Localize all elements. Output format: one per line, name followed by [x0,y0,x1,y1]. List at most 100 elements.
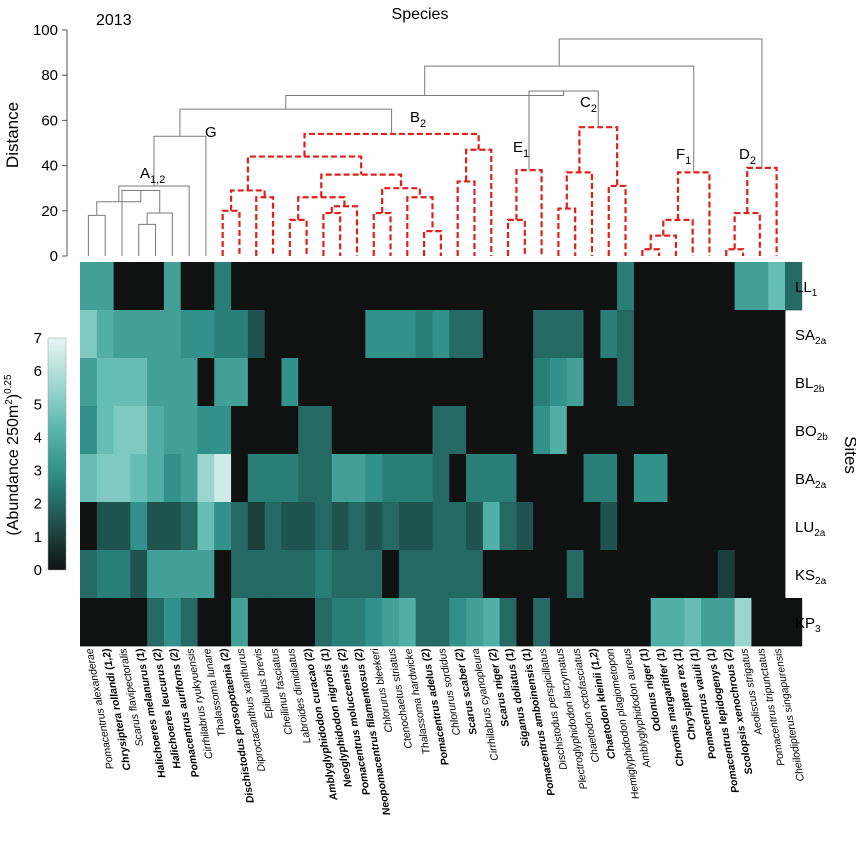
heat-cell [298,310,316,359]
heat-cell [600,310,618,359]
heat-cell [684,454,702,503]
dendrogram-branch [246,155,363,191]
dendrogram-branch [297,196,346,220]
heat-cell [298,358,316,407]
heat-cell [247,502,266,551]
heat-cell [331,454,349,503]
heat-cell [617,454,635,503]
heat-cell [113,550,131,599]
heat-cell [281,406,299,455]
heat-cell [550,550,568,599]
heat-cell [734,358,752,407]
heat-cell [550,358,568,407]
heat-cell [382,550,400,599]
heat-cell [751,406,769,455]
heat-cell [667,502,685,551]
heat-cell [214,502,232,551]
dendrogram-branch [578,126,619,186]
heat-cell [281,454,299,503]
heat-cell [734,310,752,359]
heat-cell [768,598,786,647]
heat-cell [516,406,534,455]
heat-cell [180,598,198,647]
heat-cell [247,310,266,359]
heat-cell [583,502,601,551]
heat-cell [566,550,584,599]
heat-cell [298,262,316,311]
heat-cell [80,454,98,503]
dendrogram-branch [320,173,403,198]
heat-cell [617,550,635,599]
dendrogram-branch [725,248,745,256]
heat-cell [499,598,517,647]
heat-cell [701,598,719,647]
heat-cell [650,598,668,647]
heat-cell [768,550,786,599]
heat-cell [566,502,584,551]
heat-cell [264,358,282,407]
heat-cell [231,502,249,551]
heat-cell [382,358,400,407]
heat-cell [113,598,131,647]
heat-cell [331,550,349,599]
heat-cell [113,502,131,551]
heat-cell [701,502,719,551]
site-label: BA2a [795,471,827,491]
heat-cell [264,406,282,455]
heat-cell [449,406,467,455]
heat-cell [600,598,618,647]
heat-cell [231,550,249,599]
cluster-label: D2 [739,146,756,167]
heat-cell [113,262,131,311]
heat-cell [315,406,333,455]
heat-cell [113,454,131,503]
heat-cell [80,406,98,455]
heat-cell [734,598,752,647]
heat-cell [633,454,652,503]
heat-cell [785,262,803,311]
heat-cell [214,262,232,311]
dendrogram-branch [138,223,157,256]
heat-cell [365,406,383,455]
heat-cell [163,598,182,647]
heat-cell [600,454,618,503]
heat-cell [113,358,131,407]
dendrogram-branch [322,211,342,256]
heat-cell [751,454,769,503]
dendrogram-branch [649,234,677,256]
heat-cell [80,310,98,359]
dendrogram-branch [288,218,308,256]
heat-cell [231,454,249,503]
heat-cell [348,598,366,647]
heat-cell [466,502,484,551]
heat-cell [583,310,601,359]
heat-cell [717,310,736,359]
heat-cell [566,454,584,503]
heat-cell [432,358,450,407]
heat-cell [415,406,433,455]
heat-cell [264,598,282,647]
heat-cell [197,262,215,311]
heat-cell [533,406,551,455]
heat-cell [264,502,282,551]
heat-cell [348,406,366,455]
heat-cell [432,310,450,359]
heat-cell [701,550,719,599]
colorbar-tick-label: 2 [34,496,42,513]
heat-cell [466,454,484,503]
sites-axis-title: Sites [841,436,856,474]
heat-cell [432,406,450,455]
heat-cell [365,598,383,647]
distance-tick-label: 20 [41,203,58,220]
heat-cell [466,358,484,407]
heat-cell [449,454,467,503]
heat-cell [398,598,417,647]
heat-cell [466,310,484,359]
heat-cell [449,262,467,311]
heat-cell [365,262,383,311]
heat-cell [751,358,769,407]
heat-cell [550,454,568,503]
heat-cell [717,454,736,503]
heat-cell [398,262,417,311]
